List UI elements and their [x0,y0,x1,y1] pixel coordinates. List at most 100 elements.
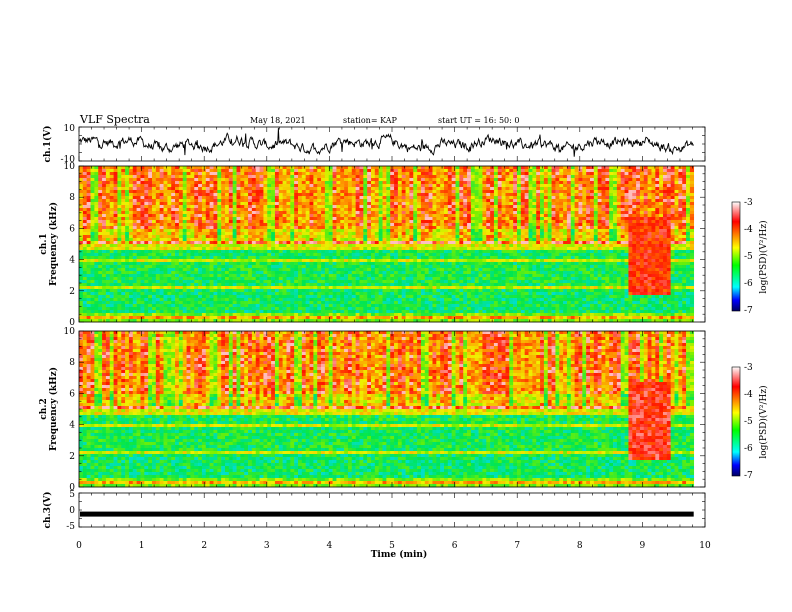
spec-cell [505,229,509,232]
spec-cell [440,184,444,187]
spec-cell [106,232,110,235]
spec-cell [194,205,198,208]
spec-cell [137,250,141,253]
spec-cell [394,223,398,226]
spec-cell [383,247,387,250]
spec-cell [144,244,148,247]
spec-cell [548,247,552,250]
spec-cell [552,199,556,202]
spec-cell [244,172,248,175]
spec-cell [505,199,509,202]
spec-cell [459,169,463,172]
spec-cell [321,199,325,202]
spec-cell [502,205,506,208]
spec-cell [187,187,191,190]
spec-cell [532,181,536,184]
spec-cell [125,229,129,232]
spec-cell [183,187,187,190]
spec-cell [117,253,121,256]
spec-cell [102,205,106,208]
spec-cell [240,184,244,187]
spec-cell [321,175,325,178]
spec-cell [575,202,579,205]
spec-cell [160,199,164,202]
spec-cell [144,256,148,259]
spec-cell [429,169,433,172]
spec-cell [406,250,410,253]
spec-cell [190,256,194,259]
spec-cell [590,172,594,175]
spec-cell [644,199,648,202]
spec-cell [248,250,252,253]
spec-cell [148,256,152,259]
spec-cell [678,169,682,172]
spec-cell [517,229,521,232]
spec-cell [294,184,298,187]
spec-cell [605,238,609,241]
spec-cell [213,244,217,247]
spec-cell [213,235,217,238]
spec-cell [302,205,306,208]
spec-cell [628,241,632,244]
spec-cell [140,196,144,199]
spec-cell [198,178,202,181]
spec-cell [502,187,506,190]
spec-cell [210,178,214,181]
spec-cell [171,178,175,181]
spec-cell [521,193,525,196]
spec-cell [344,199,348,202]
spec-cell [348,181,352,184]
spec-cell [210,169,214,172]
spec-cell [655,187,659,190]
spec-cell [628,217,632,220]
spec-cell [640,172,644,175]
spec-cell [513,199,517,202]
spec-cell [129,166,133,169]
spec-cell [321,247,325,250]
spec-cell [582,250,586,253]
spec-cell [83,223,87,226]
spec-cell [256,250,260,253]
spec-cell [394,178,398,181]
spec-cell [663,247,667,250]
spec-cell [559,202,563,205]
spec-cell [383,235,387,238]
spec-cell [575,172,579,175]
spec-cell [632,214,636,217]
spec-cell [425,190,429,193]
spec-cell [359,184,363,187]
spec-cell [98,172,102,175]
spec-cell [117,166,121,169]
spec-cell [260,202,264,205]
spec-cell [336,217,340,220]
spec-cell [164,256,168,259]
spec-cell [379,190,383,193]
spec-cell [190,220,194,223]
spec-cell [667,178,671,181]
spec-cell [367,226,371,229]
spec-cell [367,220,371,223]
spec-cell [555,253,559,256]
spec-cell [187,235,191,238]
spec-cell [686,253,690,256]
spec-cell [386,250,390,253]
spec-cell [383,175,387,178]
spec-cell [83,241,87,244]
spec-cell [456,226,460,229]
spec-cell [183,229,187,232]
spec-cell [310,214,314,217]
spec-cell [213,241,217,244]
spec-cell [79,256,83,259]
spec-cell [106,175,110,178]
spec-cell [486,226,490,229]
spec-cell [286,226,290,229]
spec-cell [567,220,571,223]
spec-cell [655,223,659,226]
spec-cell [459,226,463,229]
spec-cell [333,208,337,211]
spec-cell [513,205,517,208]
spec-cell [310,211,314,214]
spec-cell [490,190,494,193]
spec-cell [202,205,206,208]
spec-cell [363,232,367,235]
